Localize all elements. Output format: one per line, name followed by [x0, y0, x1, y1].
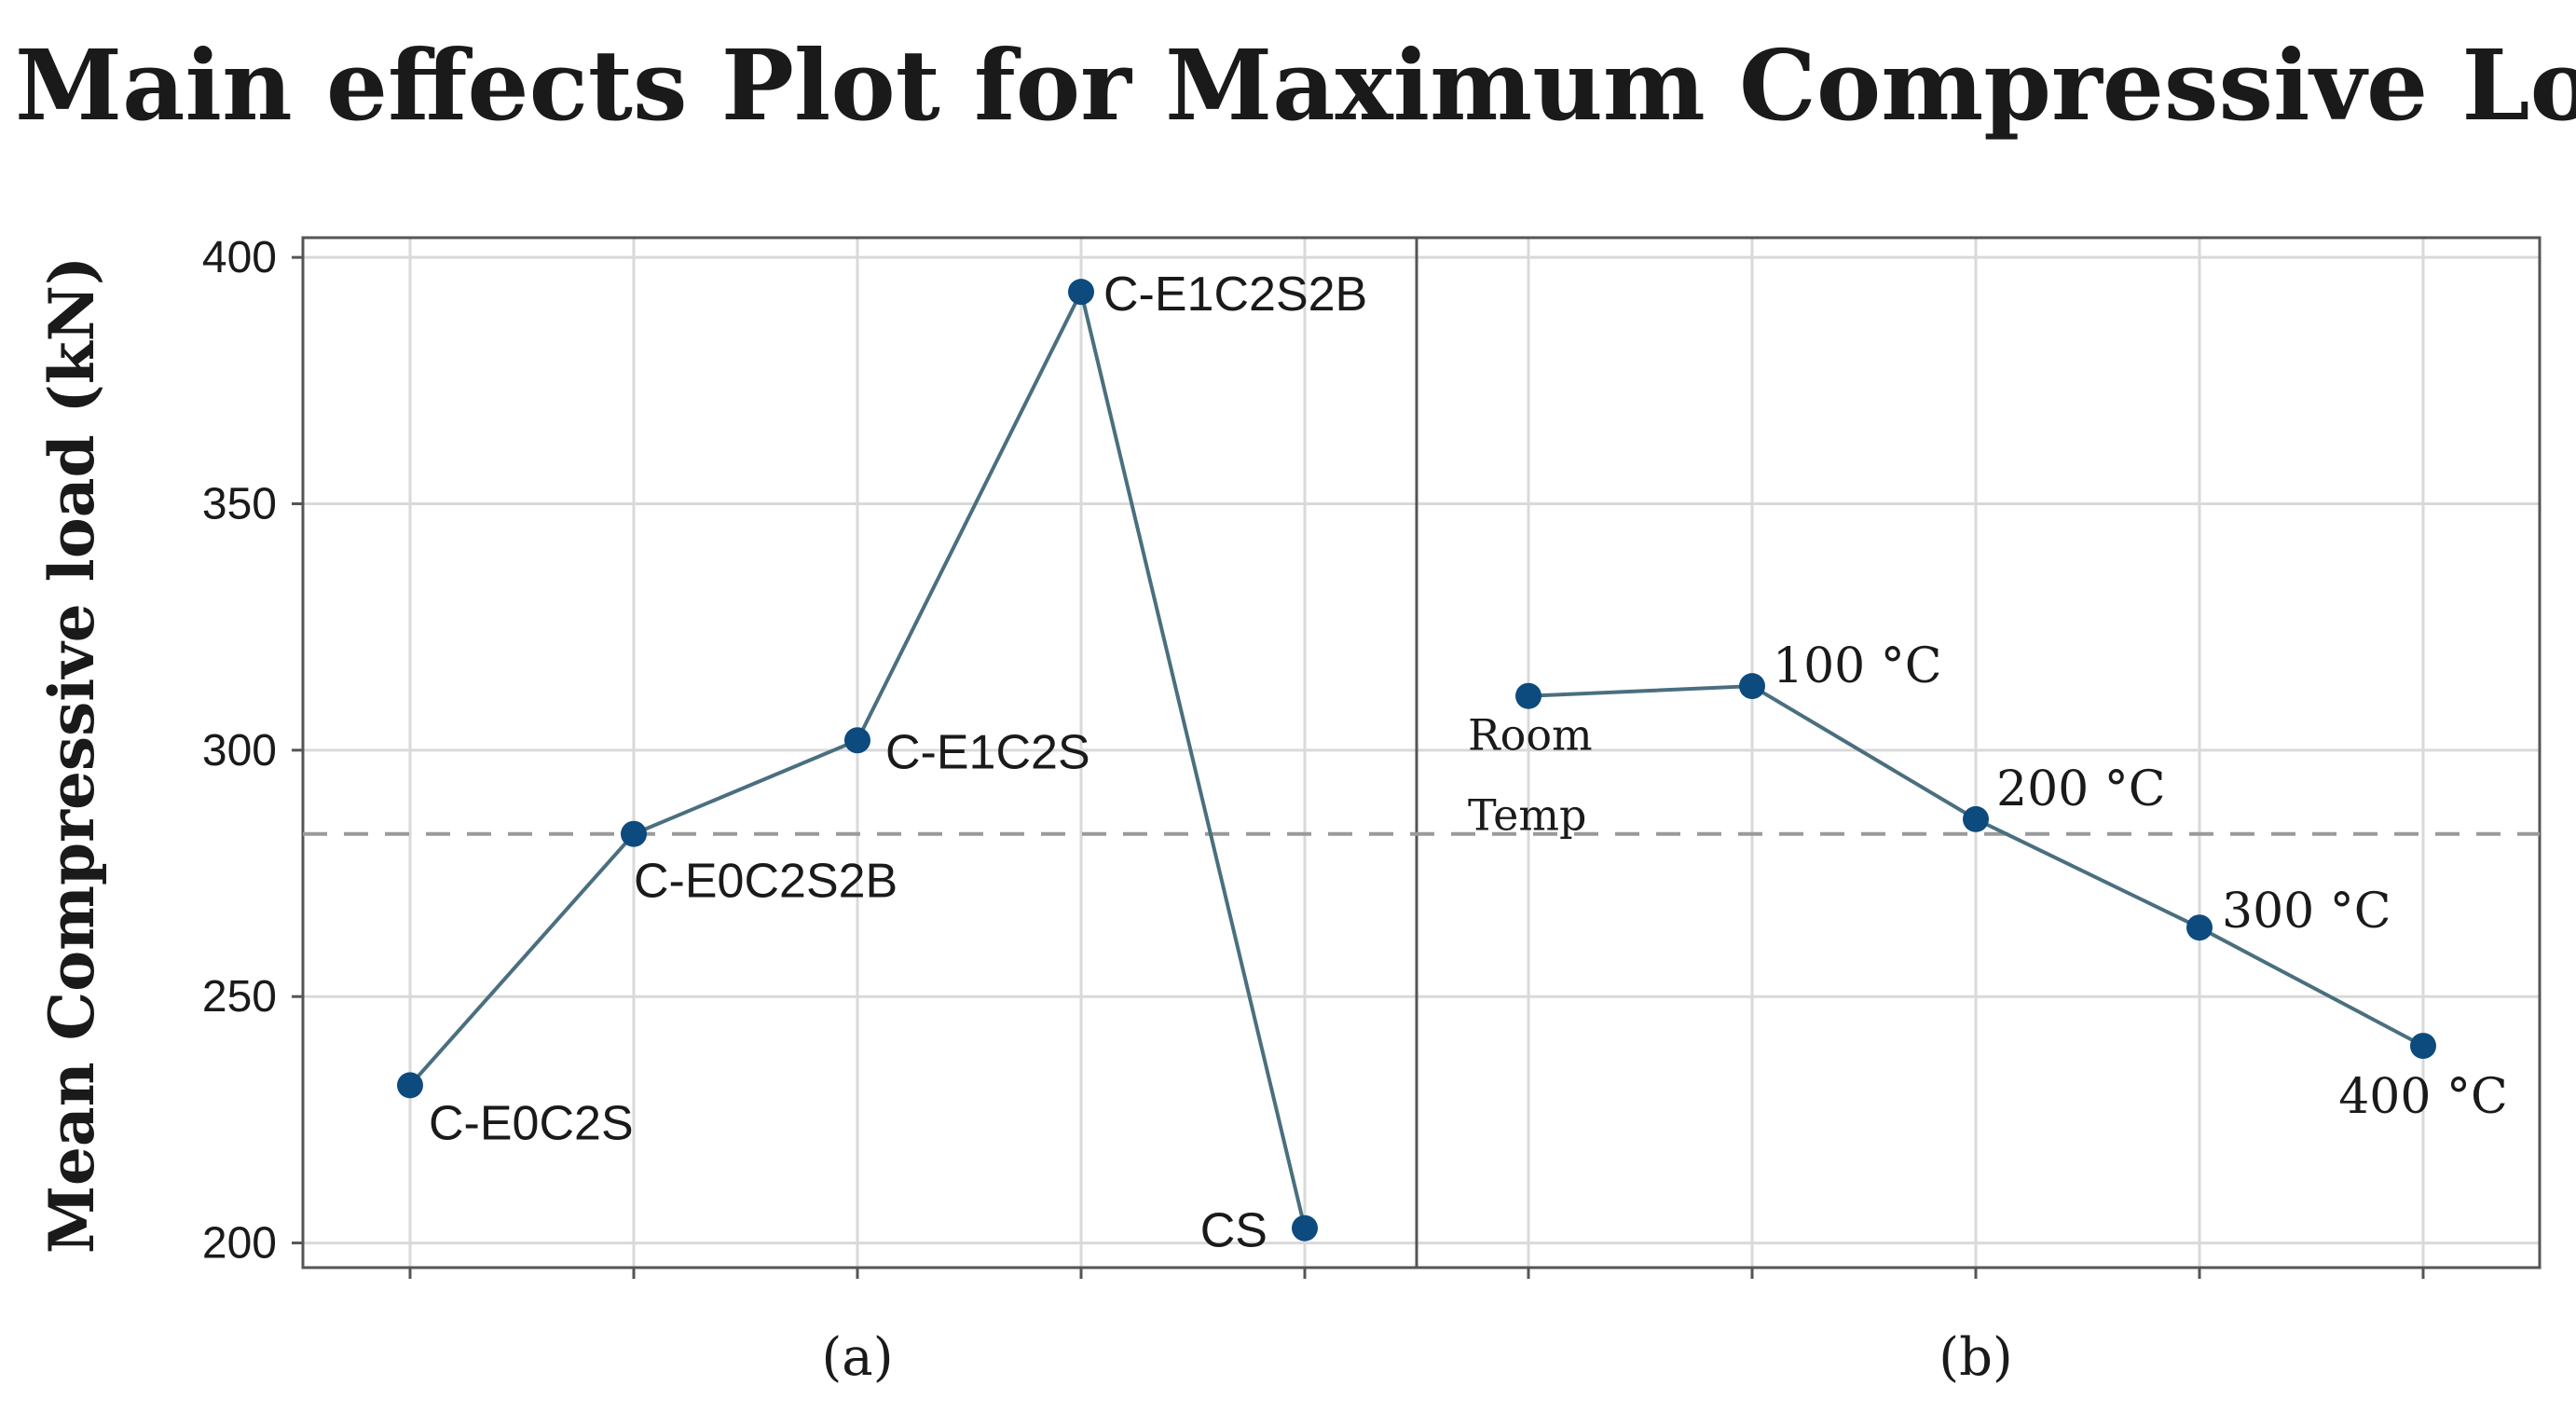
panel-label: (a) [821, 1327, 893, 1388]
y-axis-label: Mean Compressive load (kN) [35, 256, 108, 1254]
y-tick-label: 200 [202, 1219, 277, 1269]
point-label: 300 °C [2222, 884, 2391, 940]
plot-area [303, 238, 2540, 1268]
y-tick-label: 300 [202, 726, 277, 775]
point-label: C-E1C2S2B [1103, 268, 1367, 322]
point-label: C-E0C2S2B [634, 855, 897, 909]
point-label: C-E0C2S [429, 1096, 634, 1150]
point-label: 400 °C [2338, 1069, 2508, 1125]
data-point [1292, 1214, 1318, 1242]
y-tick-label: 400 [202, 233, 277, 282]
chart-title: Main effects Plot for Maximum Compressiv… [15, 28, 2576, 143]
data-point [1068, 279, 1094, 306]
y-tick-label: 350 [202, 480, 277, 529]
point-label: Room [1468, 710, 1593, 761]
y-tick-label: 250 [202, 972, 277, 1022]
data-point [1739, 673, 1765, 700]
point-label: Temp [1468, 790, 1586, 841]
data-point [2186, 914, 2213, 941]
panel-label: (b) [1939, 1327, 2013, 1388]
data-point [397, 1072, 423, 1099]
point-label: 100 °C [1773, 638, 1942, 694]
plot-layer: 200 250 300 350 400 C-E0C2S C-E0C2S2B C-E1C2S C-… [202, 233, 2542, 1388]
data-point [1515, 682, 1541, 709]
point-label: 200 °C [1996, 761, 2166, 817]
point-label: CS [1200, 1204, 1267, 1258]
data-point [1963, 805, 1989, 832]
point-label: C-E1C2S [885, 725, 1090, 779]
data-point [621, 820, 647, 847]
data-point [2410, 1033, 2436, 1060]
data-point [844, 727, 870, 754]
panel-frame-2 [1415, 236, 2542, 1269]
